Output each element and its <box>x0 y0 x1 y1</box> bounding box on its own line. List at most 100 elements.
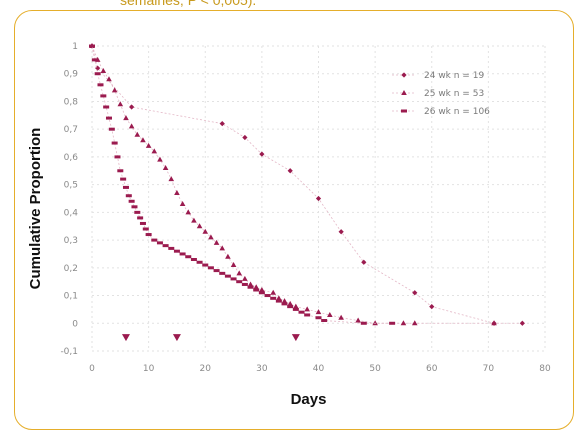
series-2-point <box>225 253 231 259</box>
series-2-point <box>270 289 276 295</box>
series-2-point <box>338 314 344 320</box>
series-3-point <box>179 252 186 256</box>
x-tick-label: 80 <box>539 364 551 374</box>
legend-marker-2 <box>401 90 407 95</box>
series-1-point <box>338 229 344 235</box>
series-3-point <box>287 305 294 309</box>
series-2-point <box>315 309 322 315</box>
series-2-point <box>117 101 124 107</box>
series-2-point <box>253 284 260 290</box>
series-3-point <box>304 313 311 317</box>
series-2-point <box>293 303 299 309</box>
series-1-point <box>315 195 322 202</box>
series-3-point <box>108 127 115 131</box>
series-2-point <box>157 156 163 162</box>
series-2-point <box>276 295 282 301</box>
series-3-point <box>97 83 104 87</box>
series-3-point <box>360 321 367 325</box>
legend-label-3: 26 wk n = 106 <box>424 107 490 117</box>
series-2-point <box>196 223 203 229</box>
series-2-point <box>202 228 209 234</box>
series-2-point <box>247 281 254 287</box>
y-tick-label: 0,9 <box>64 70 79 80</box>
series-3-point <box>134 210 141 214</box>
series-3-point <box>162 244 169 248</box>
series-2-point <box>134 131 141 137</box>
series-3-point <box>219 271 226 275</box>
series-2-point <box>123 115 129 121</box>
series-2-point <box>162 165 169 170</box>
series-1-point <box>429 304 435 310</box>
series-3-point <box>298 310 305 314</box>
series-2-point <box>100 67 107 73</box>
y-tick-label: 0 <box>72 319 78 329</box>
series-1-point <box>259 151 265 157</box>
series-2-point <box>230 262 237 268</box>
series-2-point <box>151 148 158 154</box>
series-3-point <box>389 321 396 325</box>
y-tick-label: 0,7 <box>64 125 78 135</box>
series-1-point <box>412 290 418 296</box>
series-3-point <box>196 260 203 264</box>
series-2-point <box>281 298 288 304</box>
series-2-point <box>327 311 333 317</box>
series-3-point <box>315 316 322 320</box>
series-2-point <box>242 275 248 281</box>
series-2-point <box>287 300 293 306</box>
series-2-point <box>411 320 418 326</box>
y-axis-title: Cumulative Proportion <box>27 128 44 290</box>
series-3-point <box>111 141 118 145</box>
series-3-point <box>202 263 209 267</box>
series-3-point <box>207 266 214 270</box>
x-tick-label: 50 <box>369 364 381 374</box>
series-1-point <box>361 259 367 265</box>
series-2-point <box>128 123 135 129</box>
series-3-point <box>247 285 254 289</box>
series-2-point <box>304 306 310 312</box>
legend-label-2: 25 wk n = 53 <box>424 89 484 99</box>
series-3-point <box>131 205 138 209</box>
x-tick-label: 20 <box>200 364 212 374</box>
y-tick-label: 0,3 <box>64 236 78 246</box>
series-3-point <box>142 227 149 231</box>
series-2-point <box>168 176 175 182</box>
y-tick-label: 1 <box>72 42 78 52</box>
series-3-point <box>91 58 98 62</box>
series-2-point <box>400 320 407 326</box>
y-tick-label: 0,4 <box>64 208 79 218</box>
series-line-1 <box>91 45 523 324</box>
series-3-point <box>224 274 231 278</box>
x-tick-label: 40 <box>313 364 325 374</box>
series-3-point <box>281 302 288 306</box>
censored-marker <box>291 334 300 342</box>
series-2-point <box>259 287 265 292</box>
series-3-point <box>128 199 135 203</box>
x-axis-title: Days <box>291 391 327 408</box>
series-3-point <box>120 177 127 181</box>
series-3-point <box>168 246 175 250</box>
legend-marker-1 <box>401 72 407 78</box>
chart-caption: semaines; P < 0,005). <box>120 0 257 8</box>
y-tick-label: 0,2 <box>64 264 78 274</box>
series-3-point <box>117 169 124 173</box>
series-3-point <box>105 116 112 120</box>
series-3-point <box>213 269 220 273</box>
series-3-point <box>89 44 95 48</box>
series-2-point <box>145 142 152 148</box>
series-2-point <box>355 317 361 323</box>
x-tick-label: 0 <box>89 364 95 374</box>
series-3-point <box>151 238 158 242</box>
series-3-point <box>137 216 144 220</box>
series-3-point <box>125 194 132 198</box>
y-tick-label: 0,5 <box>64 181 78 191</box>
series-2-point <box>236 270 243 276</box>
series-3-point <box>321 319 328 322</box>
series-1-point <box>519 320 525 326</box>
series-2-point <box>106 76 112 82</box>
series-3-point <box>100 94 107 98</box>
y-tick-label: -0,1 <box>60 347 78 357</box>
series-3-point <box>230 277 237 281</box>
series-3-point <box>185 255 192 259</box>
censored-marker <box>172 334 181 342</box>
